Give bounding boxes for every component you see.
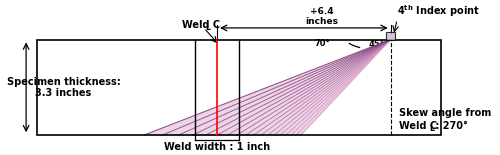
Text: 45°: 45° bbox=[369, 40, 385, 49]
Bar bbox=[386, 32, 396, 40]
Text: Weld C: Weld C bbox=[400, 122, 438, 131]
Bar bbox=[37, 40, 441, 135]
Text: 70°: 70° bbox=[314, 39, 330, 48]
Polygon shape bbox=[144, 40, 390, 135]
Text: Skew angle from: Skew angle from bbox=[400, 108, 492, 118]
Text: L: L bbox=[205, 23, 210, 32]
Text: $\mathbf{4^{th}}$ Index point: $\mathbf{4^{th}}$ Index point bbox=[397, 3, 480, 19]
Text: Specimen thickness:
3.3 inches: Specimen thickness: 3.3 inches bbox=[6, 77, 120, 98]
Text: +6.4
inches: +6.4 inches bbox=[305, 7, 338, 27]
Text: Weld C: Weld C bbox=[182, 20, 220, 30]
Text: : 270°: : 270° bbox=[432, 122, 468, 131]
Text: Weld width : 1 inch: Weld width : 1 inch bbox=[164, 142, 270, 152]
Text: L: L bbox=[429, 124, 434, 133]
